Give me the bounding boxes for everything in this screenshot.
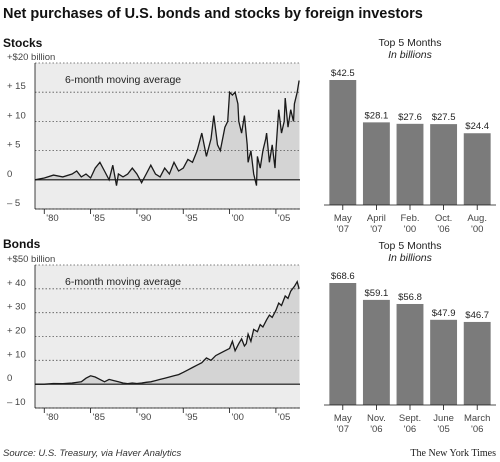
stocks-bar-bar	[396, 123, 424, 205]
bonds-line-y-tick-label: 0	[7, 373, 12, 384]
bonds-line-x-tick-label: '00	[232, 412, 244, 423]
stocks-bar-bar	[463, 133, 491, 205]
bonds-bar-subtitle: In billions	[388, 252, 433, 264]
section-label-bonds: Bonds	[3, 237, 41, 251]
stocks-bar-value-label: $27.5	[432, 112, 456, 123]
bonds-bar-category-label: '05	[437, 424, 449, 435]
bonds-bar-category-label: '06	[404, 424, 416, 435]
bonds-line-y-tick-label: – 10	[7, 397, 26, 408]
bonds-bar-title: Top 5 Months	[378, 240, 441, 252]
bonds-bar-value-label: $47.9	[432, 308, 456, 319]
stocks-line-y-tick-label: 0	[7, 169, 12, 180]
bonds-line-y-tick-label: + 10	[7, 349, 26, 360]
stocks-bar-category-label: '06	[437, 224, 449, 235]
stocks-line-y-tick-label: + 10	[7, 110, 26, 121]
stocks-line-x-tick-label: '95	[185, 213, 197, 224]
stocks-line-y-tick-label: +$20 billion	[7, 52, 55, 63]
stocks-line-y-tick-label: + 5	[7, 140, 20, 151]
bonds-bar-bar	[329, 283, 357, 405]
stocks-line-x-tick-label: '05	[278, 213, 290, 224]
bonds-bar-value-label: $68.6	[331, 271, 355, 282]
bonds-bar-bar	[396, 303, 424, 405]
stocks-bar-value-label: $28.1	[365, 110, 389, 121]
bonds-bar-bar	[430, 319, 458, 405]
stocks-bar-bar	[430, 124, 458, 205]
stocks-line-area	[35, 80, 300, 186]
stocks-bar-category-label: '07	[337, 224, 349, 235]
stocks-line-x-tick-label: '80	[46, 213, 58, 224]
chart-title: Net purchases of U.S. bonds and stocks b…	[3, 6, 423, 22]
bonds-bar-bar	[463, 321, 491, 405]
stocks-line-annotation: 6-month moving average	[65, 74, 181, 86]
bonds-bar-category-label: '07	[337, 424, 349, 435]
bonds-bar-category-label: May	[334, 413, 352, 424]
bonds-bar-bar	[362, 299, 390, 405]
stocks-bar-category-label: '07	[370, 224, 382, 235]
bonds-bar-category-label: Sept.	[399, 413, 421, 424]
bonds-line-y-tick-label: + 20	[7, 326, 26, 337]
stocks-bar-subtitle: In billions	[388, 49, 433, 61]
stocks-bar-category-label: Oct.	[435, 213, 452, 224]
section-label-stocks: Stocks	[3, 36, 43, 50]
bonds-line-y-tick-label: + 30	[7, 302, 26, 313]
bonds-bar-category-label: Nov.	[367, 413, 386, 424]
bonds-bar-category-label: '06	[370, 424, 382, 435]
stocks-bar-title: Top 5 Months	[378, 37, 441, 49]
stocks-line-x-tick-label: '00	[232, 213, 244, 224]
bonds-bar-value-label: $56.8	[398, 292, 422, 303]
stocks-bar-value-label: $27.6	[398, 112, 422, 123]
stocks-bar-category-label: '00	[471, 224, 483, 235]
stocks-bar-category-label: Feb.	[400, 213, 419, 224]
stocks-line-x-tick-label: '85	[93, 213, 105, 224]
stocks-line-y-tick-label: – 5	[7, 198, 20, 209]
stocks-bar-bar	[362, 122, 390, 205]
stocks-line-series-line	[34, 80, 300, 186]
stocks-bar-category-label: April	[367, 213, 386, 224]
bonds-line-annotation: 6-month moving average	[65, 276, 181, 288]
bonds-bar-category-label: June	[433, 413, 454, 424]
stocks-bar-value-label: $42.5	[331, 68, 355, 79]
stocks-bar-category-label: '00	[404, 224, 416, 235]
bonds-line-x-tick-label: '85	[93, 412, 105, 423]
bonds-line-y-tick-label: + 40	[7, 278, 26, 289]
stocks-bar-category-label: Aug.	[467, 213, 487, 224]
bonds-line-x-tick-label: '95	[185, 412, 197, 423]
stocks-bar-category-label: May	[334, 213, 352, 224]
bonds-line-area	[35, 281, 300, 385]
bonds-bar-category-label: March	[464, 413, 490, 424]
bonds-line-chart: +$50 billion + 40 + 30 + 20 + 10 0 – 10 '80 '85 '…	[7, 254, 300, 423]
bonds-bar-value-label: $59.1	[365, 288, 389, 299]
bonds-bar-value-label: $46.7	[465, 310, 489, 321]
bonds-line-series-line	[35, 280, 300, 385]
stocks-line-chart: +$20 billion + 15 + 10 + 5 0 – 5 '80 '85 '90 '95 '…	[7, 52, 300, 224]
bonds-line-x-tick-label: '90	[139, 412, 151, 423]
bonds-line-x-tick-label: '80	[46, 412, 58, 423]
bonds-line-y-tick-label: +$50 billion	[7, 254, 55, 265]
stocks-bar-bar	[329, 80, 357, 205]
source-note: Source: U.S. Treasury, via Haver Analyti…	[3, 448, 182, 459]
stocks-line-y-tick-label: + 15	[7, 81, 26, 92]
credit-line: The New York Times	[410, 448, 496, 459]
stocks-line-x-tick-label: '90	[139, 213, 151, 224]
bonds-line-x-tick-label: '05	[278, 412, 290, 423]
stocks-bar-value-label: $24.4	[465, 121, 489, 132]
bonds-bar-category-label: '06	[471, 424, 483, 435]
